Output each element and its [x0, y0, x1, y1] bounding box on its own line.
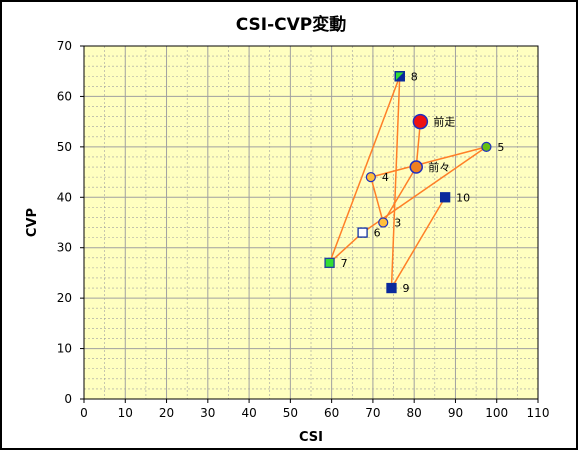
- x-tick-label: 30: [200, 406, 215, 420]
- series-line-segment: [370, 146, 487, 178]
- y-tick-label: 30: [57, 241, 72, 255]
- point-label: 3: [394, 217, 401, 230]
- chart-title: CSI-CVP変動: [236, 14, 347, 35]
- x-tick-label: 0: [80, 406, 88, 420]
- point-label: 6: [374, 227, 381, 240]
- y-tick-label: 40: [57, 190, 72, 204]
- x-axis-ticks: 0 10 20 30 40 50 60 70 80 90 100 110: [80, 399, 549, 420]
- point-label: 10: [456, 191, 470, 204]
- series-points: [324, 71, 492, 294]
- x-tick-label: 90: [448, 406, 463, 420]
- series-line-segment: [390, 76, 401, 289]
- series-line-segment: [328, 75, 401, 264]
- data-point: [365, 172, 376, 183]
- x-tick-label: 110: [527, 406, 550, 420]
- point-label: 前走: [433, 115, 455, 129]
- x-tick-label: 100: [485, 406, 508, 420]
- data-point: [378, 217, 389, 228]
- data-point: [409, 160, 423, 174]
- y-axis-ticks: 0 10 20 30 40 50 60 70: [57, 39, 84, 406]
- data-point: [481, 141, 492, 152]
- x-tick-label: 70: [365, 406, 380, 420]
- series-line-segment: [390, 196, 446, 289]
- x-axis-label: CSI: [299, 430, 323, 445]
- data-point: [412, 113, 429, 130]
- x-tick-label: 60: [324, 406, 339, 420]
- y-tick-label: 0: [64, 392, 72, 406]
- y-tick-label: 50: [57, 140, 72, 154]
- major-gridlines: [84, 46, 538, 399]
- x-tick-label: 80: [407, 406, 422, 420]
- series-line-segment: [370, 176, 384, 223]
- x-tick-label: 10: [118, 406, 133, 420]
- point-label: 前々: [428, 160, 450, 174]
- point-label: 4: [382, 171, 389, 184]
- series-line: [328, 75, 487, 289]
- plot-border: [83, 45, 539, 400]
- data-point: [386, 282, 397, 294]
- series-line-segment: [329, 232, 364, 264]
- data-point: [324, 257, 335, 268]
- point-label: 8: [411, 70, 418, 83]
- data-point: [439, 192, 451, 203]
- data-point: [357, 227, 368, 238]
- y-tick-label: 60: [57, 89, 72, 103]
- point-label: 5: [497, 141, 504, 154]
- y-axis-label: CVP: [25, 208, 40, 237]
- x-tick-label: 40: [241, 406, 256, 420]
- y-tick-label: 10: [57, 342, 72, 356]
- point-label: 9: [402, 282, 409, 295]
- y-tick-label: 70: [57, 39, 72, 53]
- series-line-segment: [382, 166, 417, 223]
- data-point-shade: [395, 71, 405, 81]
- x-tick-label: 50: [283, 406, 298, 420]
- x-tick-label: 20: [159, 406, 174, 420]
- point-label: 7: [341, 257, 348, 270]
- y-tick-label: 20: [57, 291, 72, 305]
